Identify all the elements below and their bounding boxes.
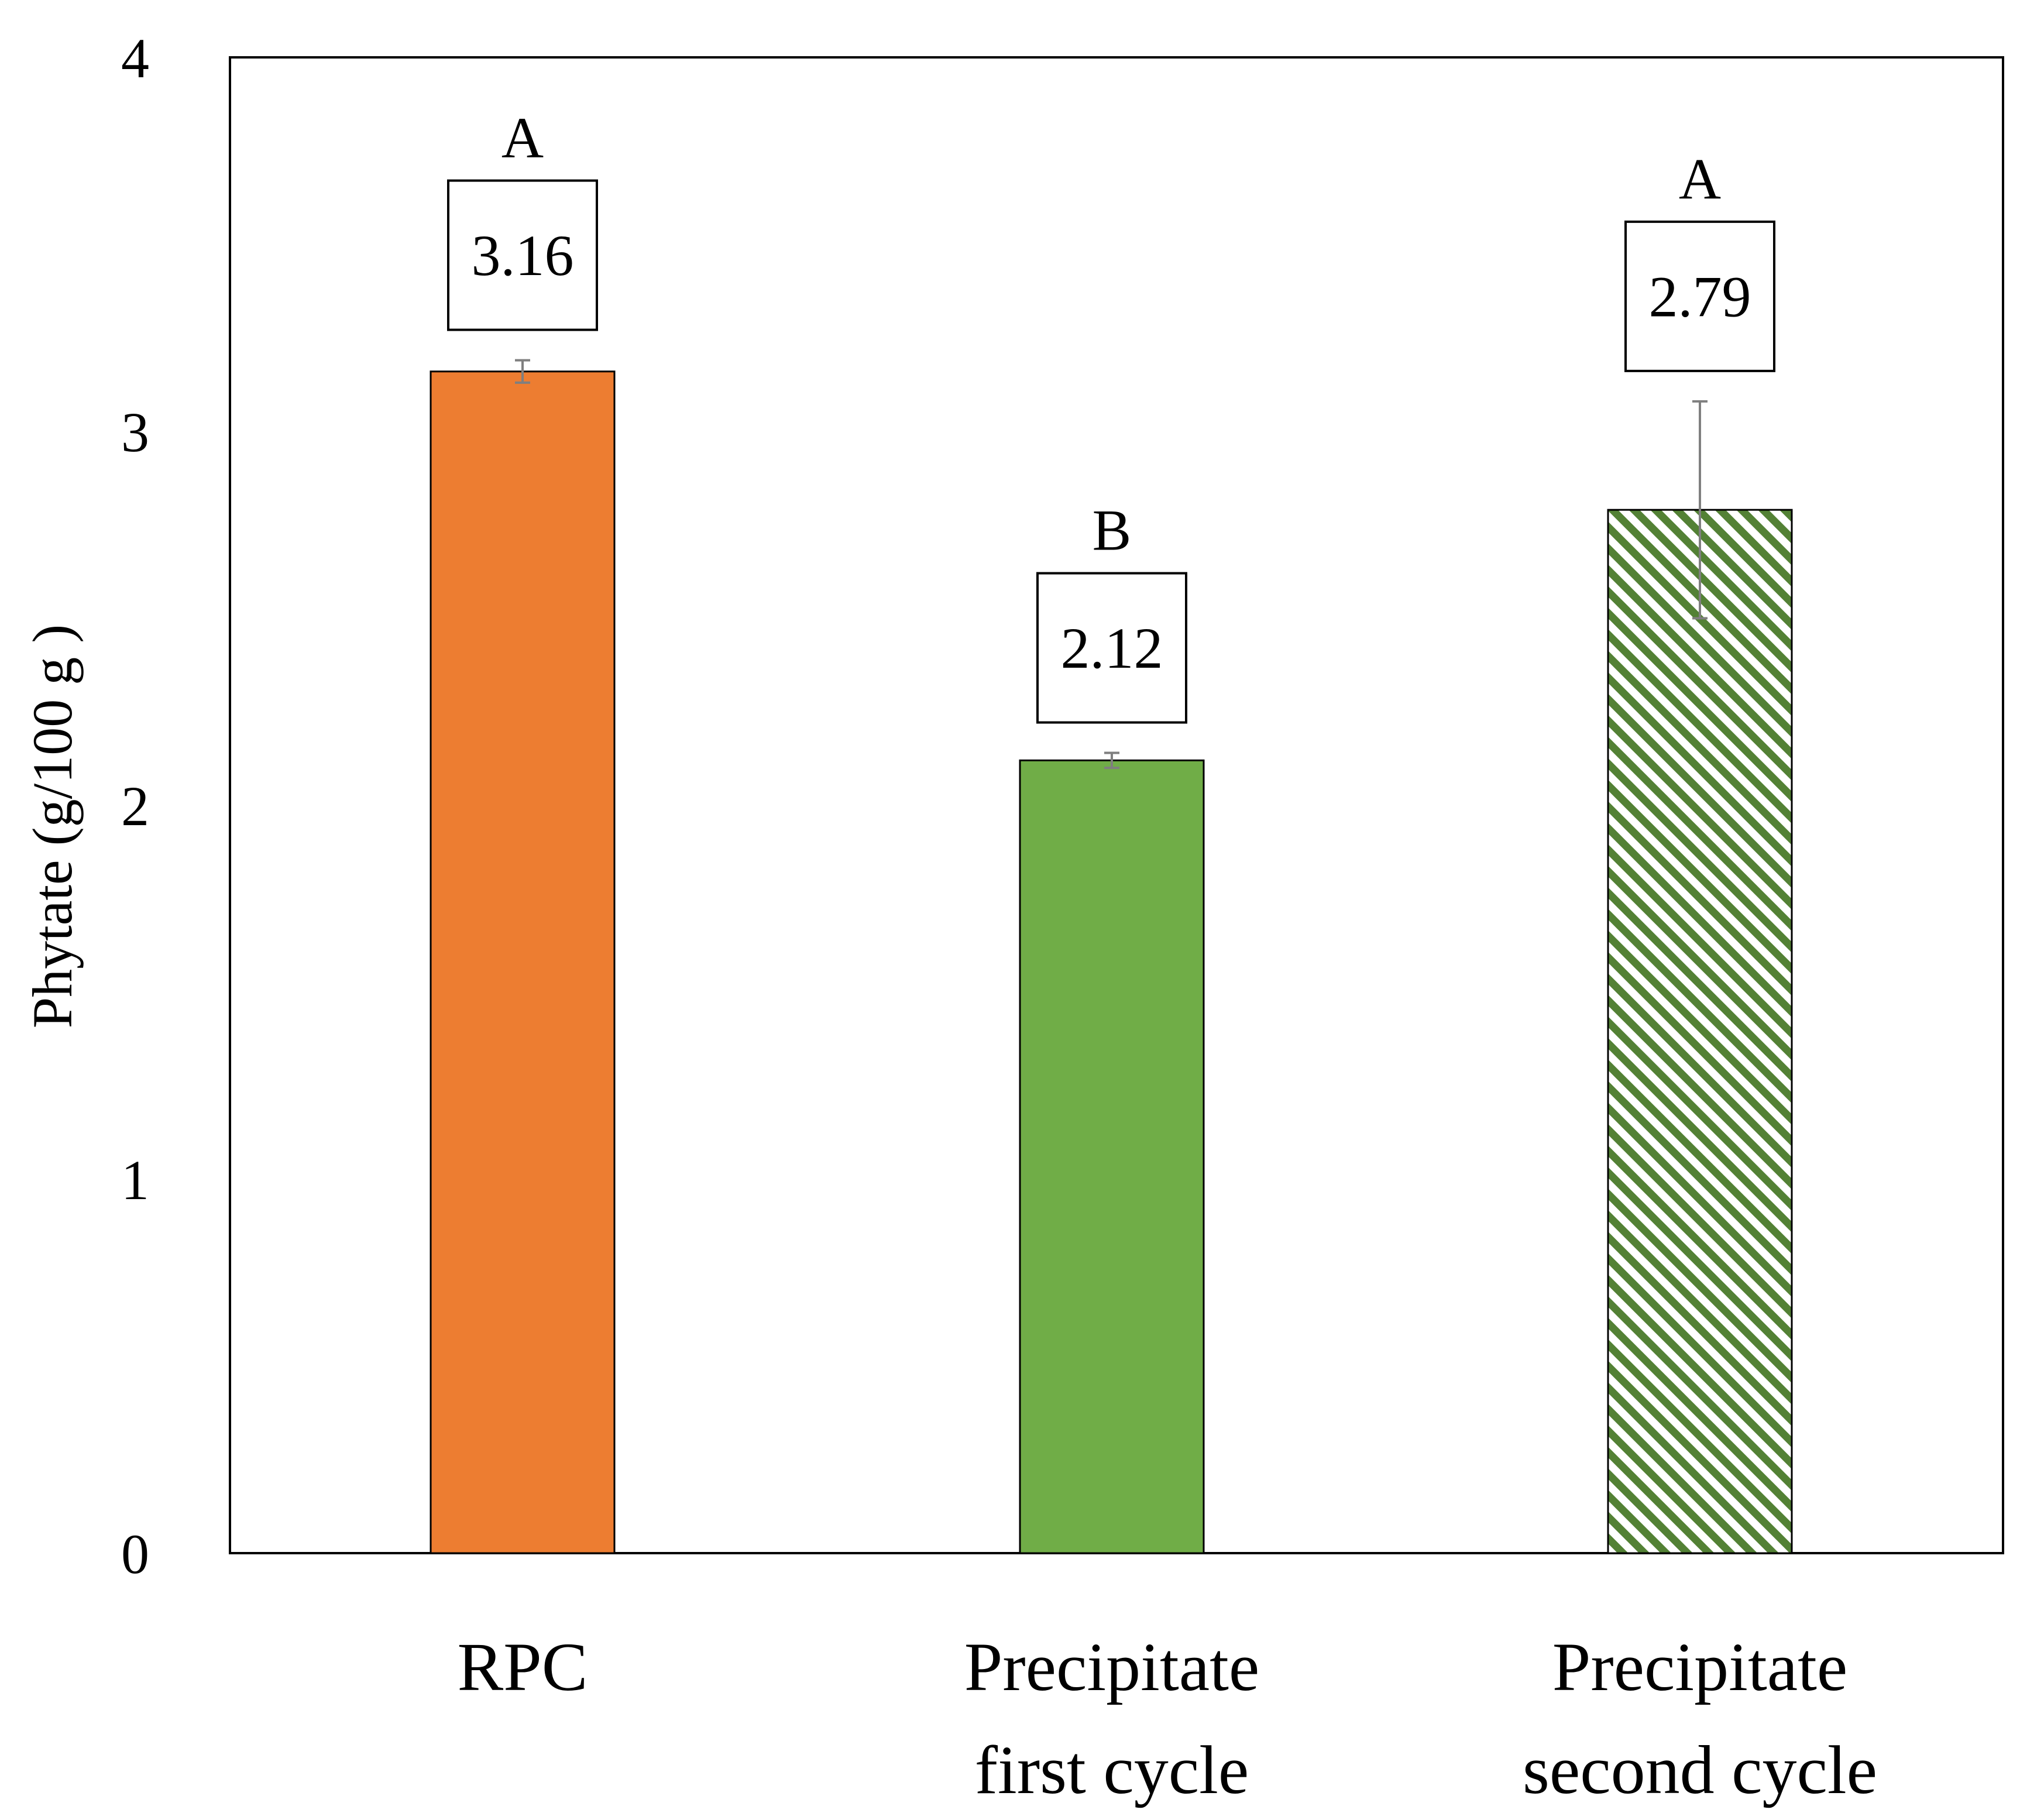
y-tick-label-0: 0 [121,1523,149,1585]
y-axis-ticks: 0 1 2 3 4 [121,27,149,1585]
error-bar-2 [1692,400,1708,620]
bars-group [430,370,1793,1554]
value-label-box-0 [447,179,598,331]
value-label-1: 2.12 [1061,616,1163,681]
y-tick-label-1: 1 [121,1149,149,1211]
value-label-2: 2.79 [1649,264,1751,329]
annotations-group: 3.16 A 2.12 B 2.79 A [447,105,1775,724]
value-label-0: 3.16 [472,223,574,288]
significance-letter-0: A [501,105,544,170]
significance-letter-2: A [1679,146,1721,211]
x-axis-category-labels: RPC Precipitate first cycle Precipitate seco… [457,1629,1877,1808]
error-bar-1 [1104,751,1119,770]
y-tick-label-2: 2 [121,775,149,837]
x-tick-label-1: Precipitate first cycle [964,1629,1260,1808]
bar-1 [1019,759,1205,1554]
error-bar-0 [515,359,530,384]
error-bars-group [515,359,1708,770]
significance-letter-1: B [1093,498,1132,563]
x-tick-label-0: RPC [457,1629,588,1705]
y-tick-label-3: 3 [121,401,149,463]
bar-2 [1607,509,1793,1554]
y-axis-label: Phytate (g/100 g ) [21,624,84,1029]
bar-0 [430,370,616,1554]
y-tick-label-4: 4 [121,27,149,90]
value-label-box-2 [1624,220,1775,372]
x-tick-label-2: Precipitate second cycle [1523,1629,1877,1808]
value-label-box-1 [1036,572,1187,724]
